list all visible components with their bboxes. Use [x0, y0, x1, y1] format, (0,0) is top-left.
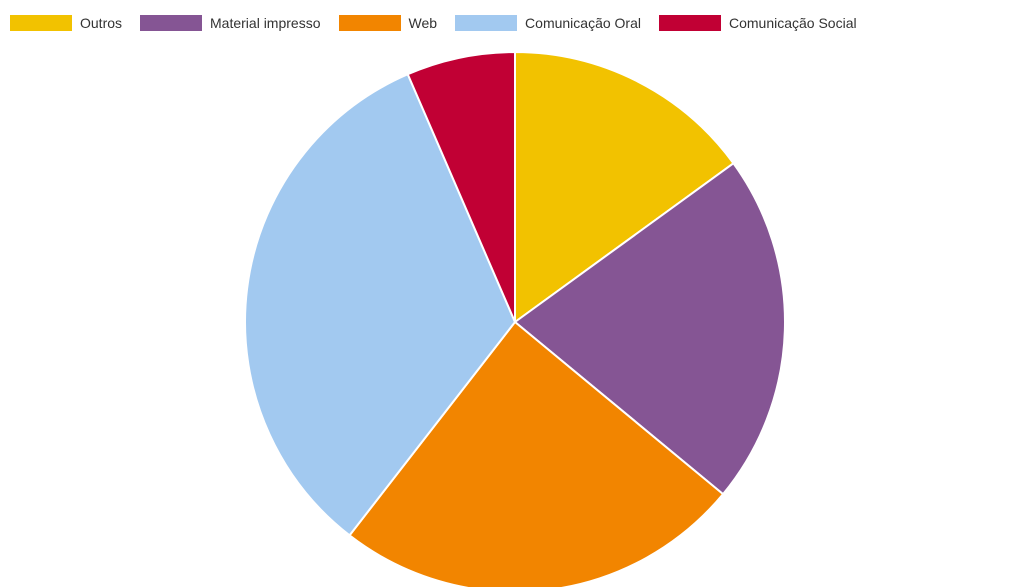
legend-label-comunicacao-social: Comunicação Social [728, 15, 857, 31]
pie-slice-material-impresso[interactable] [514, 162, 786, 496]
legend-swatch-material-impresso [140, 15, 203, 31]
legend-label-comunicacao-oral: Comunicação Oral [525, 15, 641, 31]
pie-slices [244, 51, 786, 587]
chart-legend: Outros Material impresso Web Comunicação… [10, 12, 857, 34]
legend-item-outros[interactable]: Outros [10, 15, 122, 31]
legend-item-comunicacao-social[interactable]: Comunicação Social [658, 15, 857, 31]
pie-slice-web[interactable] [348, 321, 725, 587]
legend-label-web: Web [408, 15, 438, 31]
legend-swatch-outros [10, 15, 72, 31]
legend-swatch-web [338, 15, 401, 31]
legend-item-web[interactable]: Web [338, 15, 438, 31]
legend-swatch-comunicacao-oral [455, 15, 518, 31]
pie-slice-outros[interactable] [514, 51, 735, 323]
legend-label-material-impresso: Material impresso [210, 15, 321, 31]
legend-item-comunicacao-oral[interactable]: Comunicação Oral [455, 15, 641, 31]
pie-slice-comunicacao-oral[interactable] [244, 73, 516, 537]
legend-swatch-comunicacao-social [658, 15, 721, 31]
legend-item-material-impresso[interactable]: Material impresso [140, 15, 321, 31]
legend-label-outros: Outros [80, 15, 123, 31]
pie-slice-comunicacao-social[interactable] [406, 51, 516, 323]
